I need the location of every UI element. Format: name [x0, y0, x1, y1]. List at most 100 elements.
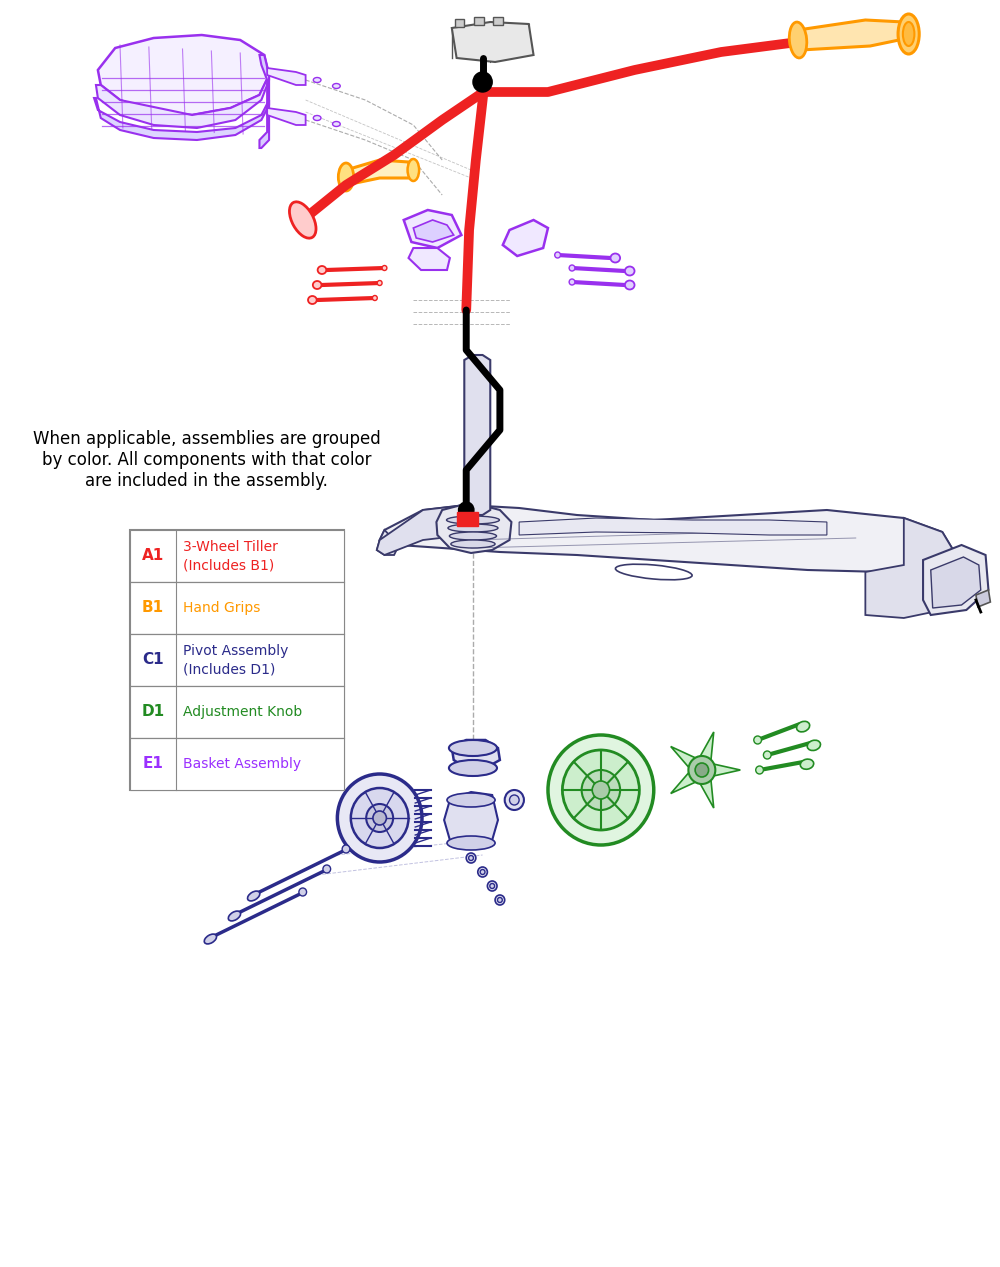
Ellipse shape: [688, 756, 715, 784]
Ellipse shape: [204, 934, 217, 944]
Polygon shape: [404, 210, 461, 248]
Ellipse shape: [797, 721, 810, 732]
Circle shape: [459, 502, 474, 518]
Polygon shape: [94, 98, 269, 139]
Ellipse shape: [569, 279, 575, 285]
Ellipse shape: [313, 115, 321, 120]
Polygon shape: [671, 746, 702, 770]
Ellipse shape: [898, 14, 919, 54]
Text: Pivot Assembly: Pivot Assembly: [183, 644, 288, 658]
Ellipse shape: [447, 836, 495, 850]
Ellipse shape: [495, 895, 505, 905]
Ellipse shape: [408, 158, 419, 181]
Ellipse shape: [351, 788, 409, 848]
Ellipse shape: [466, 853, 476, 863]
Ellipse shape: [333, 84, 340, 89]
Bar: [130, 634, 344, 685]
Ellipse shape: [449, 532, 497, 540]
Polygon shape: [444, 792, 498, 845]
Ellipse shape: [695, 763, 709, 777]
Polygon shape: [377, 506, 466, 555]
Polygon shape: [413, 220, 454, 242]
Ellipse shape: [318, 266, 326, 274]
Ellipse shape: [490, 883, 495, 888]
Polygon shape: [865, 518, 952, 618]
Ellipse shape: [313, 77, 321, 82]
Ellipse shape: [308, 296, 317, 304]
Polygon shape: [923, 545, 988, 614]
Polygon shape: [267, 108, 306, 125]
Polygon shape: [798, 20, 909, 49]
Ellipse shape: [248, 891, 260, 901]
Ellipse shape: [510, 794, 519, 805]
Ellipse shape: [323, 865, 331, 873]
Polygon shape: [493, 16, 503, 25]
Text: (Includes D1): (Includes D1): [183, 663, 275, 677]
Polygon shape: [671, 770, 702, 793]
Text: Hand Grips: Hand Grips: [183, 601, 260, 614]
Ellipse shape: [449, 740, 497, 756]
Bar: [130, 582, 344, 634]
Polygon shape: [96, 75, 269, 128]
Polygon shape: [474, 16, 484, 25]
Text: D1: D1: [141, 704, 164, 720]
Polygon shape: [931, 557, 981, 608]
Ellipse shape: [555, 252, 560, 258]
Polygon shape: [700, 732, 714, 770]
Bar: [130, 530, 344, 582]
Polygon shape: [976, 590, 990, 607]
Polygon shape: [409, 248, 450, 270]
Polygon shape: [380, 506, 952, 571]
Text: E1: E1: [142, 756, 163, 772]
Text: A1: A1: [142, 549, 164, 564]
Polygon shape: [700, 770, 714, 808]
Ellipse shape: [903, 22, 914, 46]
Ellipse shape: [480, 869, 485, 874]
Ellipse shape: [447, 516, 499, 525]
Ellipse shape: [338, 163, 354, 191]
Ellipse shape: [800, 759, 814, 769]
Polygon shape: [98, 35, 269, 115]
Ellipse shape: [592, 780, 610, 799]
Ellipse shape: [382, 266, 387, 270]
Polygon shape: [455, 19, 464, 27]
Polygon shape: [452, 740, 500, 768]
Ellipse shape: [478, 867, 487, 877]
Ellipse shape: [228, 911, 241, 921]
Ellipse shape: [449, 760, 497, 775]
Ellipse shape: [289, 201, 316, 238]
Ellipse shape: [372, 295, 377, 300]
Ellipse shape: [337, 774, 422, 862]
Bar: [130, 530, 344, 791]
Polygon shape: [267, 68, 306, 85]
Polygon shape: [377, 530, 399, 555]
Text: Basket Assembly: Basket Assembly: [183, 756, 301, 772]
Polygon shape: [452, 22, 534, 62]
Ellipse shape: [562, 750, 639, 830]
Ellipse shape: [582, 770, 620, 810]
Ellipse shape: [447, 793, 495, 807]
Ellipse shape: [366, 805, 393, 832]
Ellipse shape: [625, 266, 635, 275]
Polygon shape: [464, 355, 490, 514]
Ellipse shape: [807, 740, 820, 750]
Ellipse shape: [377, 280, 382, 285]
Ellipse shape: [299, 888, 307, 896]
Ellipse shape: [625, 280, 635, 289]
Ellipse shape: [333, 122, 340, 127]
Text: B1: B1: [142, 601, 164, 616]
Ellipse shape: [469, 855, 473, 860]
Ellipse shape: [497, 897, 502, 902]
Polygon shape: [346, 160, 413, 185]
Ellipse shape: [763, 751, 771, 759]
Ellipse shape: [610, 253, 620, 262]
Ellipse shape: [448, 525, 498, 532]
Ellipse shape: [487, 881, 497, 891]
Text: 3-Wheel Tiller: 3-Wheel Tiller: [183, 540, 277, 554]
Ellipse shape: [569, 265, 575, 271]
Ellipse shape: [373, 811, 386, 825]
Text: (Includes B1): (Includes B1): [183, 559, 274, 573]
Ellipse shape: [756, 767, 763, 774]
Polygon shape: [503, 220, 548, 256]
Ellipse shape: [451, 540, 495, 549]
